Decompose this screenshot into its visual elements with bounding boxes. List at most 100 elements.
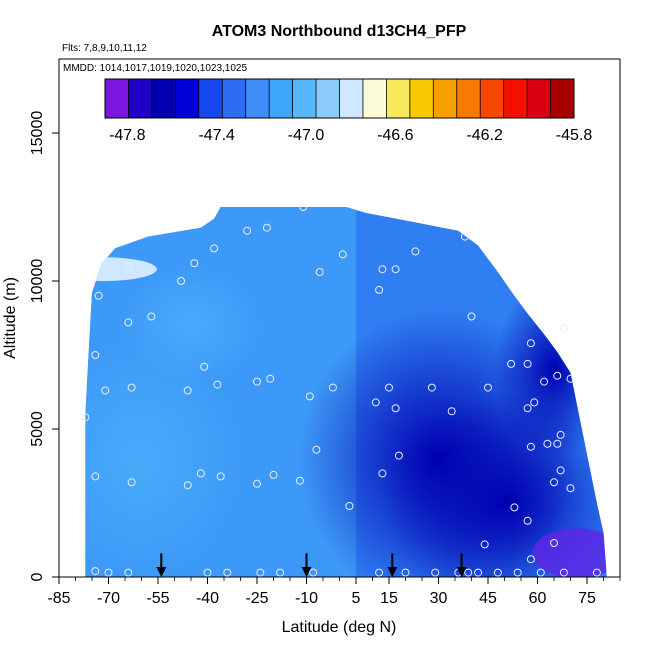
sample-arrow-head	[301, 567, 312, 577]
sample-marker	[269, 470, 278, 479]
colorbar-segment	[503, 79, 528, 118]
colorbar-frame	[104, 78, 575, 119]
sample-marker	[391, 265, 400, 274]
x-axis: -85 -70 -55 -40 -25 -10 5 15 30 45 60 75	[47, 577, 621, 607]
sample-marker	[127, 383, 136, 392]
sample-marker	[566, 374, 575, 383]
x-tick-label: -10	[295, 590, 318, 607]
colorbar-segment	[550, 79, 575, 118]
sample-marker	[378, 469, 387, 478]
colorbar-segment	[222, 79, 247, 118]
sample-marker	[200, 362, 209, 371]
colorbar-tick-label: -47.8	[109, 127, 146, 144]
sample-marker	[559, 324, 568, 333]
sample-marker	[375, 285, 384, 294]
heatmap-top-light	[85, 257, 157, 282]
x-tick-label: -55	[146, 590, 169, 607]
sample-marker	[183, 481, 192, 490]
sample-marker	[91, 472, 100, 481]
sample-marker	[305, 392, 314, 401]
dates-label: MMDD: 1014,1017,1019,1020,1023,1025	[63, 63, 247, 74]
sample-marker	[526, 339, 535, 348]
sample-marker	[523, 404, 532, 413]
sample-marker	[523, 516, 532, 525]
colorbar-segment	[198, 79, 223, 118]
heatmap-dark-patch	[494, 279, 607, 460]
x-tick-label: -70	[97, 590, 120, 607]
sample-marker	[262, 223, 271, 232]
sample-marker	[550, 539, 558, 547]
sample-marker	[530, 398, 539, 407]
sample-marker	[556, 430, 565, 439]
sample-marker	[101, 386, 110, 395]
heatmap-light-patch	[121, 265, 261, 386]
chart-title: ATOM3 Northbound d13CH4_PFP	[212, 23, 467, 40]
sample-marker	[513, 568, 522, 577]
x-tick-label: 5	[352, 590, 361, 607]
sample-marker	[81, 413, 90, 422]
sample-marker	[510, 503, 519, 512]
sample-marker	[177, 277, 186, 285]
sample-marker	[371, 398, 380, 407]
sample-marker	[427, 383, 436, 392]
sample-marker	[401, 568, 410, 577]
x-tick-label: -85	[47, 590, 70, 607]
sample-marker	[507, 359, 516, 368]
sample-marker	[385, 383, 393, 392]
sample-marker	[295, 476, 304, 485]
sample-marker	[253, 377, 261, 386]
sample-marker	[315, 268, 324, 277]
sample-marker	[338, 250, 347, 259]
x-tick-label: 60	[529, 590, 547, 607]
sample-marker	[391, 404, 400, 413]
sample-marker	[124, 568, 133, 577]
sample-marker	[243, 226, 252, 235]
sample-marker	[447, 407, 456, 416]
heatmap-light-patch	[85, 338, 242, 577]
sample-marker	[526, 442, 535, 451]
sample-marker	[196, 469, 205, 478]
colorbar-segment	[339, 79, 364, 118]
sample-marker	[253, 479, 261, 488]
sample-marker	[147, 312, 156, 321]
x-tick-label: 45	[479, 590, 497, 607]
sample-marker	[94, 291, 103, 300]
sample-marker	[216, 472, 225, 481]
colorbar-segment	[527, 79, 551, 118]
sample-marker	[190, 259, 199, 268]
sample-marker	[484, 383, 492, 392]
colorbar-tick-label: -47.0	[288, 127, 325, 144]
x-axis-label: Latitude (deg N)	[282, 619, 397, 636]
sample-marker	[104, 568, 113, 577]
sample-marker	[213, 380, 222, 389]
colorbar-segment	[362, 79, 387, 118]
sample-marker	[559, 568, 568, 577]
colorbar-tick-label: -46.6	[377, 127, 414, 144]
heatmap-violet-patch	[532, 528, 607, 577]
x-tick-label: -25	[245, 590, 268, 607]
sample-marker	[124, 262, 133, 271]
sample-marker	[553, 371, 562, 380]
sample-marker	[309, 568, 318, 577]
colorbar-segment	[128, 79, 153, 118]
sample-marker	[464, 568, 473, 577]
sample-marker	[223, 568, 232, 577]
colorbar-segment	[245, 79, 270, 118]
colorbar-segment	[316, 79, 340, 118]
sample-arrow-head	[456, 567, 467, 577]
sample-marker	[411, 247, 420, 256]
sample-arrow-head	[156, 567, 167, 577]
sample-marker	[124, 318, 133, 327]
colorbar: -47.8 -47.4 -47.0 -46.6 -46.2 -45.8	[104, 78, 593, 144]
sample-marker	[493, 568, 502, 577]
flights-label: Flts: 7,8,9,10,11,12	[62, 43, 147, 54]
sample-marker	[394, 451, 403, 460]
sample-marker	[127, 478, 136, 487]
sample-marker	[566, 484, 575, 493]
sample-marker	[256, 568, 265, 577]
sample-marker	[553, 439, 562, 448]
sample-marker	[480, 540, 489, 549]
colorbar-segment	[409, 79, 434, 118]
colorbar-tick-label: -45.8	[556, 127, 593, 144]
